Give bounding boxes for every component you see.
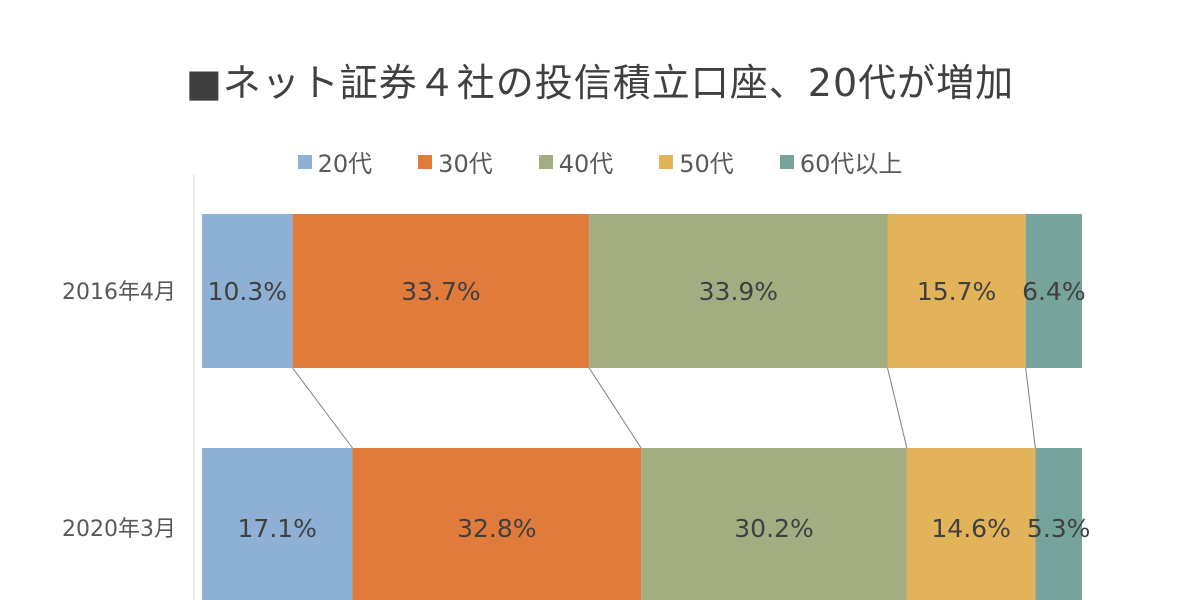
- data-label-0-4: 6.4%: [1022, 277, 1086, 306]
- data-label-0-0: 10.3%: [208, 277, 287, 306]
- data-label-0-1: 33.7%: [401, 277, 480, 306]
- legend-item-3: 50代: [659, 144, 734, 179]
- legend: 20代 30代 40代 50代 60代以上: [0, 144, 1200, 179]
- legend-swatch-0: [297, 154, 312, 169]
- bar-segment-0-0: [202, 214, 293, 368]
- legend-item-0: 20代: [297, 144, 373, 179]
- bar-segment-1-3: [906, 448, 1036, 600]
- legend-label-2: 40代: [558, 150, 614, 178]
- legend-label-3: 50代: [679, 150, 734, 178]
- legend-label-0: 20代: [317, 150, 373, 178]
- legend-swatch-1: [418, 154, 433, 169]
- legend-swatch-3: [659, 154, 674, 169]
- legend-label-1: 30代: [438, 150, 493, 178]
- bar-segment-1-2: [641, 448, 907, 600]
- bar-segment-0-2: [589, 214, 888, 368]
- data-label-1-3: 14.6%: [931, 514, 1010, 543]
- chart-title: ■ネット証券４社の投信積立口座、20代が増加: [185, 61, 1015, 105]
- bar-segment-0-3: [887, 214, 1026, 368]
- data-label-0-2: 33.9%: [699, 277, 778, 306]
- legend-item-2: 40代: [538, 144, 614, 179]
- legend-item-1: 30代: [418, 144, 493, 179]
- data-label-1-0: 17.1%: [238, 514, 317, 543]
- category-label-1: 2020年3月: [62, 517, 176, 542]
- legend-label-4: 60代以上: [799, 150, 903, 178]
- series-line-3: [1025, 367, 1036, 449]
- series-line-2: [887, 367, 908, 449]
- bar-segment-1-4: [1035, 448, 1082, 600]
- legend-item-4: 60代以上: [779, 144, 903, 179]
- bar-segment-0-4: [1025, 214, 1082, 368]
- bar-segment-1-1: [352, 448, 642, 600]
- data-label-0-3: 15.7%: [917, 277, 996, 306]
- category-label-0: 2016年4月: [62, 280, 176, 305]
- series-line-1: [588, 367, 642, 449]
- data-label-1-2: 30.2%: [734, 514, 813, 543]
- data-label-1-4: 5.3%: [1027, 514, 1091, 543]
- data-label-1-1: 32.8%: [457, 514, 536, 543]
- bar-segment-0-1: [292, 214, 590, 368]
- series-line-0: [292, 367, 353, 449]
- legend-swatch-4: [779, 154, 794, 169]
- legend-swatch-2: [538, 154, 553, 169]
- bar-segment-1-0: [202, 448, 353, 600]
